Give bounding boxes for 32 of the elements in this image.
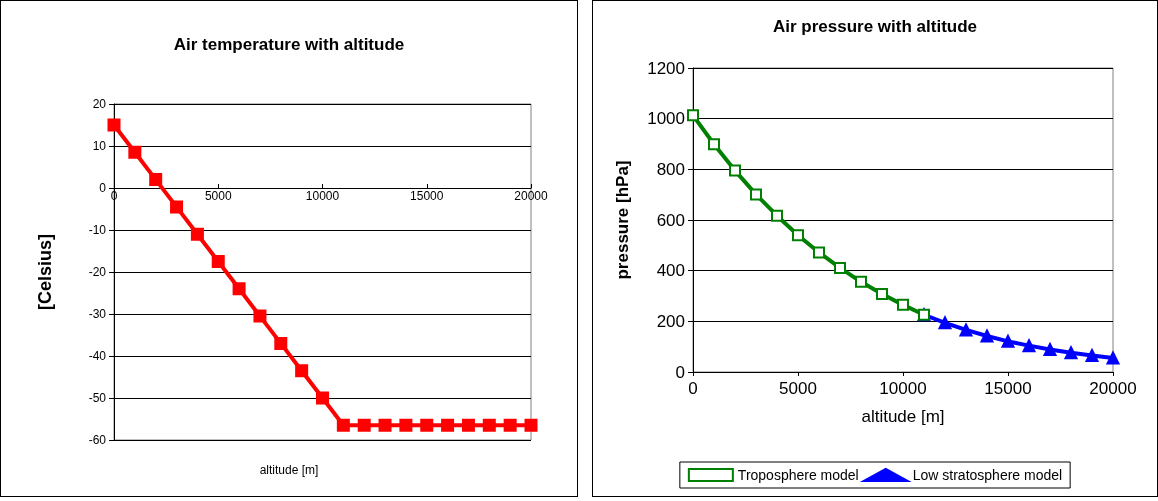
x-tick-label: 10000: [305, 188, 340, 203]
y-tick-label: -60: [88, 433, 107, 447]
legend-label: Low stratosphere model: [912, 467, 1063, 483]
y-tick-label: -30: [88, 307, 107, 321]
x-axis-title: altitude [m]: [259, 463, 319, 477]
x-tick-label: 15000: [984, 379, 1032, 398]
y-axis-title: [Celsius]: [35, 233, 55, 311]
chart-title: Air pressure with altitude: [772, 17, 978, 36]
x-tick-label: 20000: [1089, 379, 1137, 398]
y-tick-label: -10: [88, 223, 107, 237]
y-tick-label: 0: [675, 362, 685, 382]
x-tick-label: 5000: [204, 188, 232, 203]
y-tick-label: 1000: [647, 109, 685, 129]
legend-label: Troposphere model: [737, 467, 859, 483]
y-tick-label: 10: [92, 139, 107, 153]
y-tick-label: 1200: [647, 58, 685, 78]
y-tick-label: -40: [88, 349, 107, 363]
x-tick-label: 5000: [779, 379, 817, 398]
chart-title: Air temperature with altitude: [173, 35, 405, 54]
x-tick-label: 15000: [410, 188, 444, 203]
y-tick-label: 200: [656, 311, 685, 331]
y-axis-title: pressure [hPa]: [613, 160, 632, 280]
y-tick-label: -50: [88, 391, 107, 405]
y-tick-label: 800: [656, 159, 685, 179]
x-tick-label: 10000: [879, 379, 927, 398]
x-tick-label: 20000: [514, 188, 549, 203]
x-tick-label: 0: [688, 379, 698, 398]
y-tick-label: 400: [656, 261, 685, 281]
y-tick-label: 600: [656, 210, 685, 230]
y-tick-label: -20: [88, 265, 107, 279]
y-tick-label: 20: [92, 97, 107, 111]
x-axis-title: altitude [m]: [861, 407, 945, 426]
